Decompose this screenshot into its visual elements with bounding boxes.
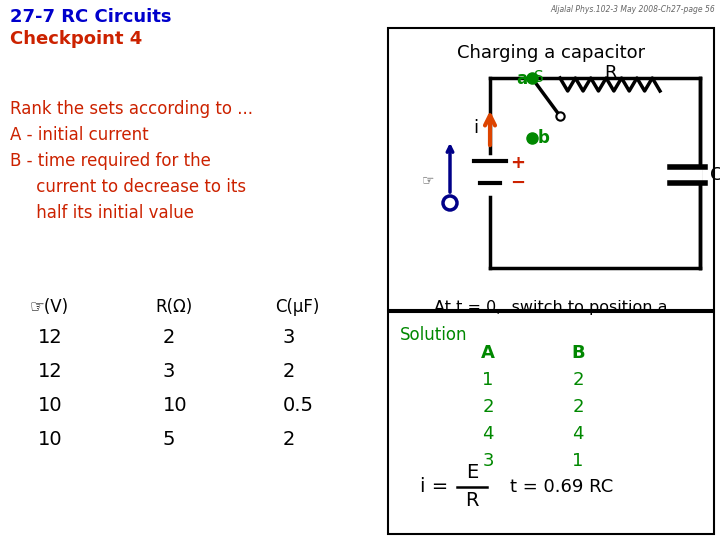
Text: 2: 2: [163, 328, 176, 347]
Text: Charging a capacitor: Charging a capacitor: [457, 44, 645, 62]
Text: E: E: [466, 463, 478, 483]
Text: 2: 2: [572, 398, 584, 416]
Bar: [388, 312, 714, 534]
Text: C: C: [710, 166, 720, 184]
Text: 4: 4: [572, 425, 584, 443]
Bar: [388, 28, 714, 310]
Text: 3: 3: [283, 328, 295, 347]
Text: ☞(V): ☞(V): [30, 298, 69, 316]
Text: +: +: [510, 154, 525, 172]
Text: Rank the sets according to ...: Rank the sets according to ...: [10, 100, 253, 118]
Text: b: b: [538, 129, 550, 147]
Text: 10: 10: [163, 396, 188, 415]
Text: C(μF): C(μF): [275, 298, 320, 316]
Text: current to decrease to its: current to decrease to its: [10, 178, 246, 196]
Text: Checkpoint 4: Checkpoint 4: [10, 30, 143, 48]
Text: 3: 3: [482, 452, 494, 470]
Text: Solution: Solution: [400, 326, 467, 344]
Text: B: B: [571, 344, 585, 362]
Text: Aljalal Phys.102-3 May 2008-Ch27-page 56: Aljalal Phys.102-3 May 2008-Ch27-page 56: [550, 5, 715, 14]
Text: 1: 1: [482, 371, 494, 389]
Text: a: a: [516, 70, 527, 88]
Text: i: i: [473, 119, 478, 137]
Text: A: A: [481, 344, 495, 362]
Text: At t = 0,  switch to position a: At t = 0, switch to position a: [434, 300, 667, 315]
Text: 2: 2: [482, 398, 494, 416]
Text: 2: 2: [283, 362, 295, 381]
Text: 12: 12: [38, 328, 63, 347]
Text: −: −: [510, 174, 525, 192]
Text: A - initial current: A - initial current: [10, 126, 148, 144]
Text: 5: 5: [163, 430, 176, 449]
Text: 10: 10: [38, 396, 63, 415]
Text: t = 0.69 RC: t = 0.69 RC: [510, 478, 613, 496]
Text: 12: 12: [38, 362, 63, 381]
Text: 10: 10: [38, 430, 63, 449]
Text: B - time required for the: B - time required for the: [10, 152, 211, 170]
Text: half its initial value: half its initial value: [10, 204, 194, 222]
Text: 27-7 RC Circuits: 27-7 RC Circuits: [10, 8, 171, 26]
Text: R: R: [465, 491, 479, 510]
Text: ☞: ☞: [422, 173, 434, 187]
Text: 2: 2: [283, 430, 295, 449]
Text: R(Ω): R(Ω): [155, 298, 192, 316]
Text: 2: 2: [572, 371, 584, 389]
Text: R: R: [604, 64, 616, 82]
Text: i =: i =: [420, 477, 454, 496]
Text: 4: 4: [482, 425, 494, 443]
Text: 0.5: 0.5: [283, 396, 314, 415]
Text: S: S: [534, 70, 544, 85]
Text: 1: 1: [572, 452, 584, 470]
Text: 3: 3: [163, 362, 176, 381]
